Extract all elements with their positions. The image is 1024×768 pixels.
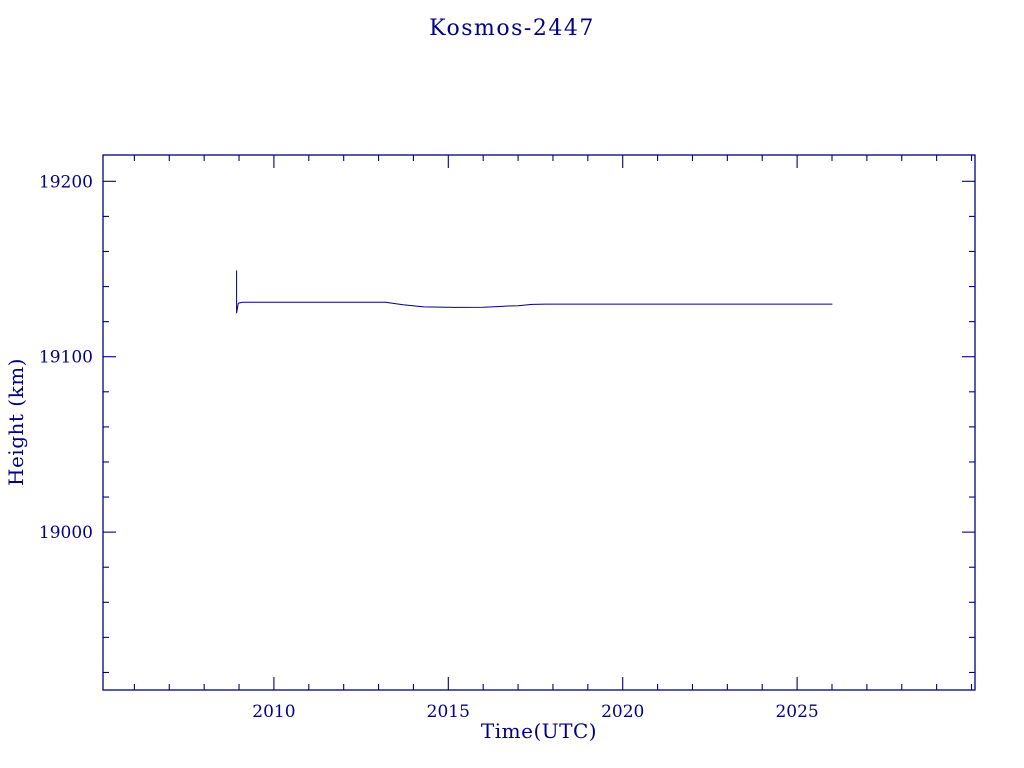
x-tick-label: 2025 — [775, 702, 818, 722]
plot-frame — [102, 154, 976, 691]
y-tick-label: 19200 — [39, 172, 93, 192]
x-tick-label: 2010 — [252, 702, 295, 722]
y-tick-label: 19000 — [39, 523, 93, 543]
y-tick-label: 19100 — [39, 348, 93, 368]
chart-title: Kosmos-2447 — [429, 16, 595, 41]
x-axis-label: Time(UTC) — [480, 719, 598, 743]
x-tick-label: 2020 — [601, 702, 644, 722]
data-line-orbit-height — [236, 270, 833, 314]
x-tick-label: 2015 — [427, 702, 470, 722]
